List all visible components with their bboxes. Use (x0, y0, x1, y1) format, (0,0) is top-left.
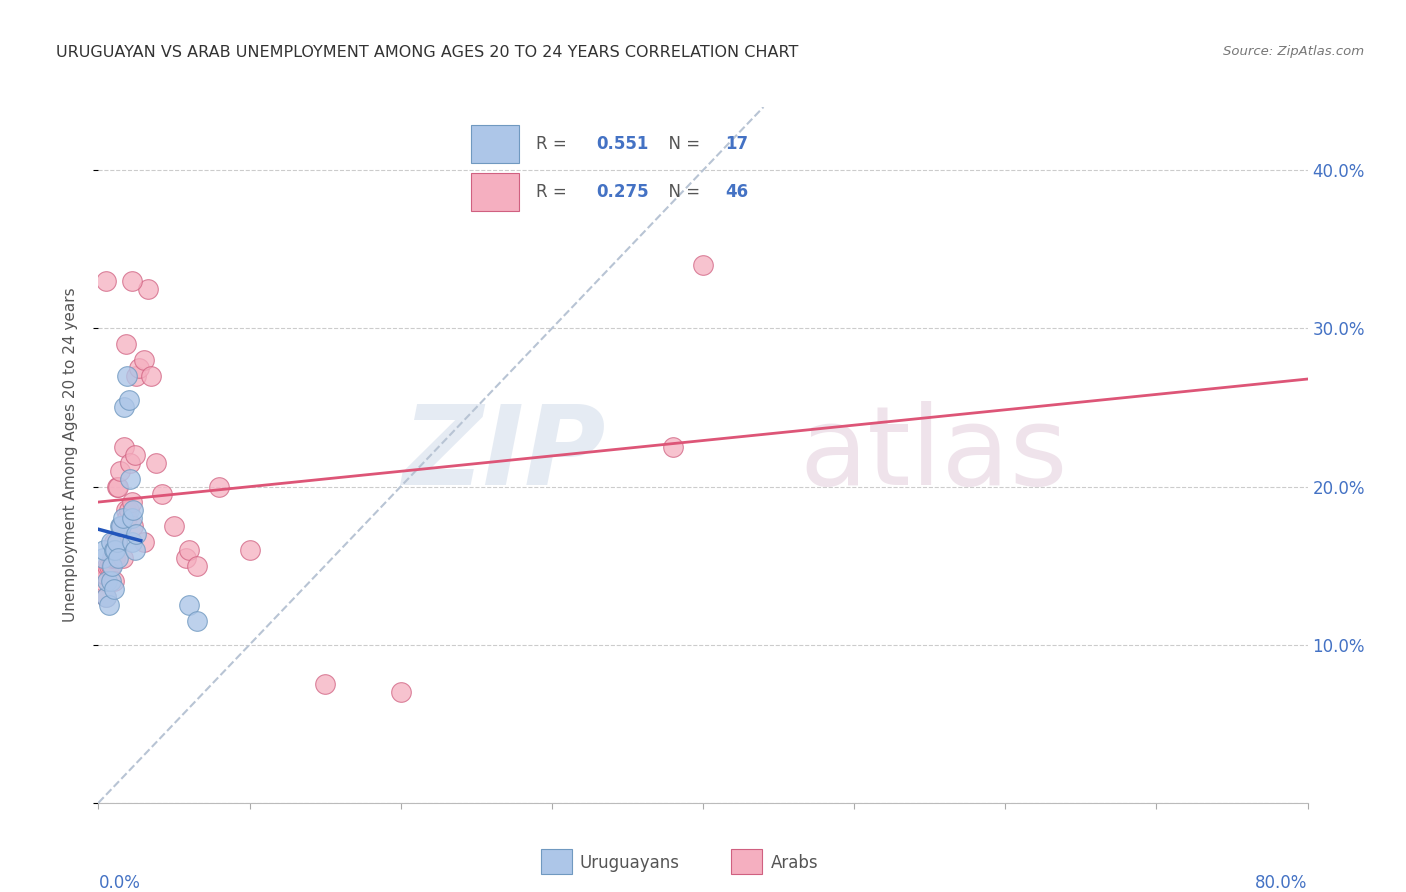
Point (208, 479, 231, 493)
Text: atlas: atlas (800, 401, 1069, 508)
Point (150, 487, 173, 501)
Point (692, 258, 714, 272)
Point (98, 558, 121, 573)
Point (121, 274, 143, 288)
Point (110, 519, 132, 533)
Point (104, 542, 127, 557)
Y-axis label: Unemployment Among Ages 20 to 24 years: Unemployment Among Ages 20 to 24 years (63, 287, 77, 623)
Point (124, 448, 146, 462)
Point (114, 337, 136, 351)
Text: URUGUAYAN VS ARAB UNEMPLOYMENT AMONG AGES 20 TO 24 YEARS CORRELATION CHART: URUGUAYAN VS ARAB UNEMPLOYMENT AMONG AGE… (56, 45, 799, 60)
Point (122, 503, 145, 517)
Point (120, 472, 142, 486)
Point (121, 495, 143, 509)
Point (179, 598, 201, 612)
Point (105, 534, 128, 549)
Text: Source: ZipAtlas.com: Source: ZipAtlas.com (1223, 45, 1364, 58)
Point (120, 456, 142, 470)
Point (112, 401, 135, 415)
Point (94, 591, 117, 605)
Point (91, 550, 114, 565)
Point (141, 368, 163, 383)
Point (100, 558, 122, 573)
Point (132, 534, 155, 549)
Text: 0.0%: 0.0% (98, 874, 141, 892)
Point (112, 440, 135, 454)
Text: Arabs: Arabs (770, 854, 818, 871)
Point (105, 479, 128, 493)
Point (101, 550, 124, 565)
Point (96, 574, 118, 589)
Point (239, 542, 262, 557)
Point (100, 534, 122, 549)
Point (90, 566, 112, 581)
Point (125, 527, 148, 541)
Point (128, 360, 150, 375)
Point (186, 614, 208, 628)
Point (93, 566, 115, 581)
Point (98, 598, 121, 612)
Text: 80.0%: 80.0% (1256, 874, 1308, 892)
Point (104, 550, 127, 565)
Point (115, 368, 138, 383)
Point (103, 582, 125, 597)
Point (121, 511, 143, 525)
Point (115, 511, 138, 525)
Point (661, 440, 683, 454)
Point (145, 456, 167, 470)
Point (121, 534, 143, 549)
Point (186, 558, 208, 573)
Point (108, 519, 131, 533)
Point (94, 274, 117, 288)
Point (100, 574, 122, 589)
Point (122, 519, 145, 533)
Point (118, 503, 141, 517)
Point (118, 392, 141, 407)
Point (179, 542, 201, 557)
Text: Uruguayans: Uruguayans (579, 854, 679, 871)
Point (314, 677, 336, 691)
Point (103, 542, 125, 557)
Point (125, 368, 148, 383)
Point (101, 558, 124, 573)
Point (107, 479, 129, 493)
Point (110, 519, 132, 533)
Point (174, 550, 197, 565)
Point (389, 685, 412, 699)
Point (91, 574, 114, 589)
Point (93, 542, 115, 557)
Point (107, 550, 129, 565)
Point (103, 534, 125, 549)
Point (103, 574, 125, 589)
Point (114, 503, 136, 517)
Point (105, 534, 128, 549)
Point (96, 558, 118, 573)
Point (94, 591, 117, 605)
Text: ZIP: ZIP (402, 401, 606, 508)
Point (111, 511, 134, 525)
Point (108, 464, 131, 478)
Point (163, 519, 186, 533)
Point (124, 542, 146, 557)
Point (136, 282, 159, 296)
Point (111, 550, 134, 565)
Point (132, 353, 155, 368)
